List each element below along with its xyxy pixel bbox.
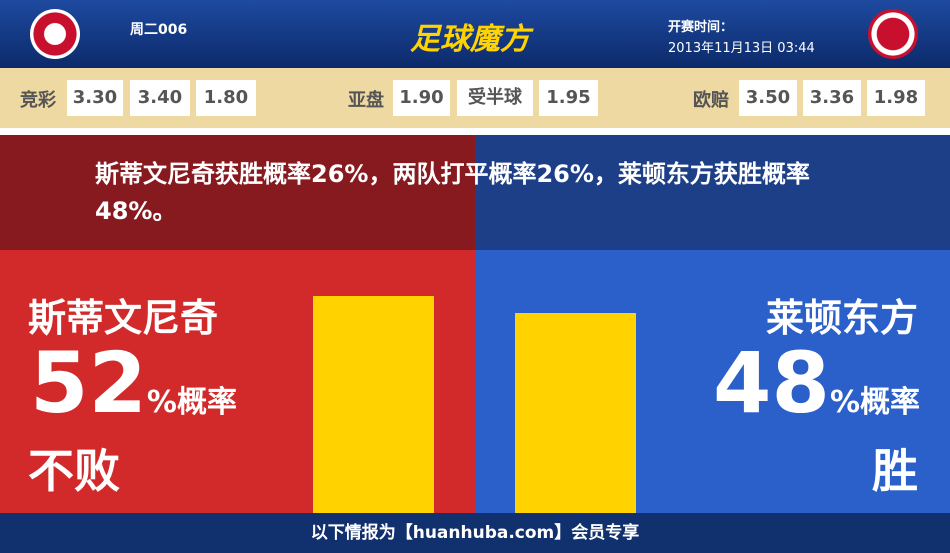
odds-value: 1.95 [539, 80, 598, 116]
away-verdict: 胜 [872, 444, 918, 498]
kickoff-label: 开赛时间： [668, 20, 734, 35]
header: 周二006 足球魔方 开赛时间： 2013年11月13日 03:44 [0, 0, 950, 68]
home-percent-value: 52 [30, 334, 147, 432]
odds-value: 3.30 [67, 80, 123, 116]
summary: 斯蒂文尼奇获胜概率26%，两队打平概率26%，莱顿东方获胜概率48%。 [95, 160, 810, 225]
odds-label: 欧赔 [693, 90, 729, 111]
odds-value: 1.98 [867, 80, 925, 116]
home-percent: 52%概率 [30, 335, 237, 451]
odds-value: 3.36 [803, 80, 861, 116]
site-logo: 足球魔方 [410, 22, 530, 57]
away-percent-suffix: %概率 [829, 385, 920, 420]
summary-right [475, 135, 950, 250]
home-logo [30, 9, 80, 59]
match-code: 周二006 [130, 22, 188, 38]
odds-bar: 竞彩 3.30 3.40 1.80 亚盘 1.90 受半球 1.95 欧赔 3.50 3.36 1.9… [0, 68, 950, 128]
away-percent: 48%概率 [713, 335, 920, 451]
odds-value: 受半球 [457, 80, 533, 116]
home-verdict: 不败 [28, 444, 120, 498]
odds-label: 竞彩 [20, 90, 56, 111]
home-percent-suffix: %概率 [146, 385, 237, 420]
footer: 以下情报为【huanhuba.com】会员专享 [0, 513, 950, 553]
summary-left [0, 135, 475, 250]
odds-value: 1.90 [393, 80, 450, 116]
kickoff-time: 2013年11月13日 03:44 [668, 41, 815, 56]
away-bar [515, 312, 636, 513]
home-name: 斯蒂文尼奇 [28, 296, 219, 340]
away-name: 莱顿东方 [765, 296, 918, 340]
odds-value: 3.40 [130, 80, 190, 116]
odds-value: 3.50 [739, 80, 797, 116]
away-logo [868, 9, 918, 59]
away-percent-value: 48 [713, 334, 830, 432]
odds-value: 1.80 [196, 80, 256, 116]
odds-label: 亚盘 [348, 90, 384, 111]
home-bar [313, 296, 434, 513]
